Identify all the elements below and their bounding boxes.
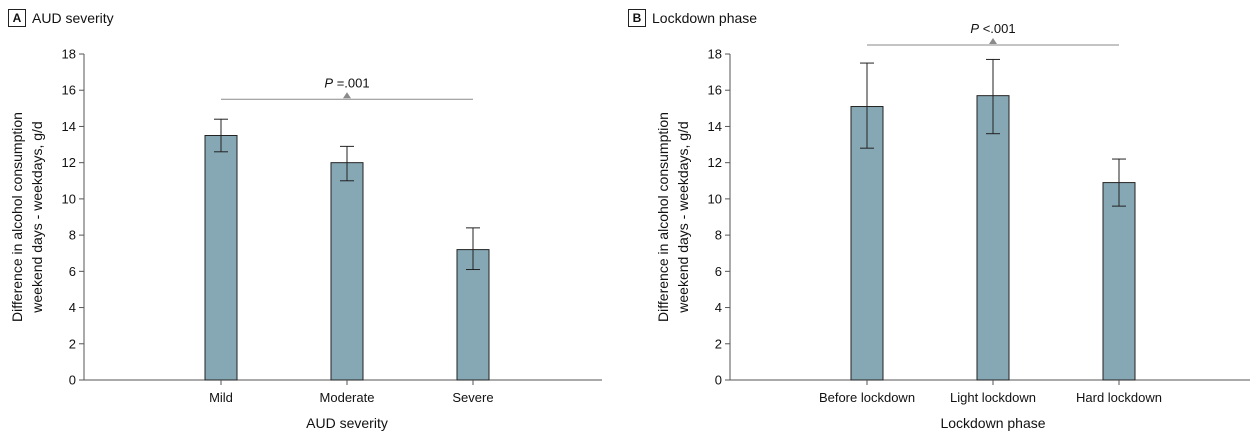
chart-a-p-value-label: P =.001: [324, 75, 369, 90]
panel-a: 0 2 4 6 8 10 12 14 16 18 Mild Moderate Severe AUD sev…: [0, 0, 620, 434]
chart-b-x-tick-label: Light lockdown: [950, 390, 1036, 405]
chart-a-p-symbol: P: [324, 75, 333, 90]
chart-a-y-axis-title: weekend days - weekdays, g/d: [29, 121, 45, 313]
chart-b-x-tick-label: Hard lockdown: [1076, 390, 1162, 405]
chart-a-y-tick-label: 6: [69, 264, 76, 279]
chart-a-x-tick-label: Severe: [452, 390, 493, 405]
chart-a-y-tick-label: 0: [69, 373, 76, 388]
chart-b-y-axis-title: weekend days - weekdays, g/d: [675, 121, 691, 313]
panel-a-title: AUD severity: [32, 10, 114, 26]
chart-a-y-tick-label: 12: [62, 155, 76, 170]
chart-b-y-tick-label: 12: [708, 155, 722, 170]
chart-a-y-tick-label: 16: [62, 83, 76, 98]
chart-b-y-tick-label: 2: [715, 336, 722, 351]
chart-a-y-tick-label: 10: [62, 191, 76, 206]
chart-b-p-symbol: P: [970, 21, 979, 36]
chart-a-bar: [204, 135, 238, 381]
chart-a-x-axis-title: AUD severity: [306, 415, 388, 431]
chart-b-y-axis-title: Difference in alcohol consumption: [655, 112, 671, 322]
chart-a-x-tick-label: Mild: [209, 390, 233, 405]
chart-a-bar: [456, 249, 490, 381]
chart-a-y-tick-label: 2: [69, 336, 76, 351]
panel-a-header: A AUD severity: [8, 8, 114, 28]
chart-b-y-tick-label: 10: [708, 191, 722, 206]
chart-b-y-tick-label: 14: [708, 119, 722, 134]
panel-b: 0 2 4 6 8 10 12 14 16 18 Before lockdown Light lock…: [620, 0, 1254, 434]
chart-b-y-tick-label: 16: [708, 83, 722, 98]
panel-b-letter: B: [628, 9, 646, 27]
chart-a-y-tick-label: 8: [69, 228, 76, 243]
panel-a-letter: A: [8, 9, 26, 27]
chart-a-y-tick-label: 14: [62, 119, 76, 134]
chart-a-x-tick-label: Moderate: [320, 390, 375, 405]
chart-b-p-value-label: P <.001: [970, 21, 1015, 36]
chart-a-y-tick-label: 18: [62, 47, 76, 62]
chart-b-y-tick-label: 8: [715, 228, 722, 243]
chart-b-p-value: <.001: [979, 21, 1016, 36]
chart-b-y-tick-label: 6: [715, 264, 722, 279]
chart-a-y-tick-label: 4: [69, 300, 76, 315]
chart-b-bar: [1102, 182, 1136, 381]
chart-a-y-axis-title: Difference in alcohol consumption: [9, 112, 25, 322]
chart-b-x-axis-title: Lockdown phase: [940, 415, 1045, 431]
chart-b: 0 2 4 6 8 10 12 14 16 18 Before lockdown Light lock…: [655, 21, 1250, 431]
chart-b-y-tick-label: 4: [715, 300, 722, 315]
chart-a-bar: [330, 162, 364, 381]
chart-b-y-tick-label: 18: [708, 47, 722, 62]
panel-b-title: Lockdown phase: [652, 10, 758, 26]
chart-b-significance-marker: [989, 37, 997, 44]
chart-a: 0 2 4 6 8 10 12 14 16 18 Mild Moderate Severe AUD sev…: [9, 47, 602, 431]
chart-b-bar: [976, 95, 1010, 381]
chart-a-significance-marker: [343, 92, 351, 99]
chart-b-y-tick-label: 0: [715, 373, 722, 388]
chart-b-x-tick-label: Before lockdown: [819, 390, 915, 405]
panel-b-header: B Lockdown phase: [628, 8, 757, 28]
chart-a-p-value: =.001: [333, 75, 370, 90]
